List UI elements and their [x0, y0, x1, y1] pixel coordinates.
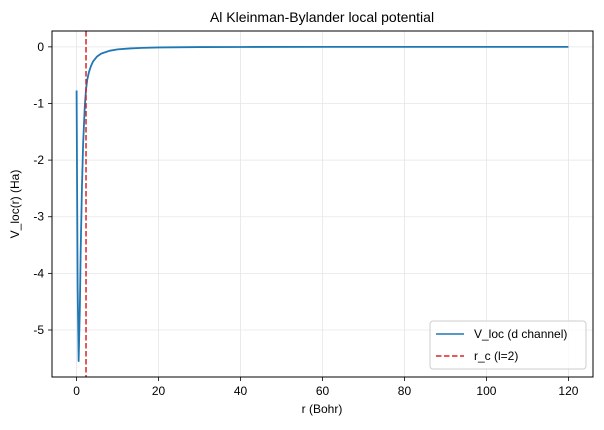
chart-title: Al Kleinman-Bylander local potential	[210, 9, 434, 25]
y-tick-label: -1	[33, 96, 44, 110]
legend-label-vloc: V_loc (d channel)	[474, 327, 567, 341]
x-axis-ticks: 0 20 40 60 80 100 120	[73, 377, 579, 398]
x-tick-label: 120	[558, 384, 578, 398]
x-tick-label: 0	[73, 384, 80, 398]
x-tick-label: 100	[476, 384, 496, 398]
plot-area	[75, 31, 569, 377]
y-tick-label: -4	[33, 266, 44, 280]
legend-label-rc: r_c (l=2)	[474, 349, 518, 363]
y-tick-label: -5	[33, 323, 44, 337]
x-tick-label: 40	[234, 384, 248, 398]
y-tick-label: 0	[37, 40, 44, 54]
x-tick-label: 20	[152, 384, 166, 398]
y-axis-label: V_loc(r) (Ha)	[8, 170, 22, 239]
vloc-line	[75, 45, 569, 363]
x-axis-label: r (Bohr)	[302, 402, 343, 416]
x-tick-label: 80	[398, 384, 412, 398]
y-axis-ticks: 0 -1 -2 -3 -4 -5	[33, 40, 52, 337]
legend-box	[429, 320, 587, 370]
y-tick-label: -3	[33, 210, 44, 224]
y-tick-label: -2	[33, 153, 44, 167]
legend: V_loc (d channel) r_c (l=2)	[429, 320, 587, 370]
x-tick-label: 60	[316, 384, 330, 398]
